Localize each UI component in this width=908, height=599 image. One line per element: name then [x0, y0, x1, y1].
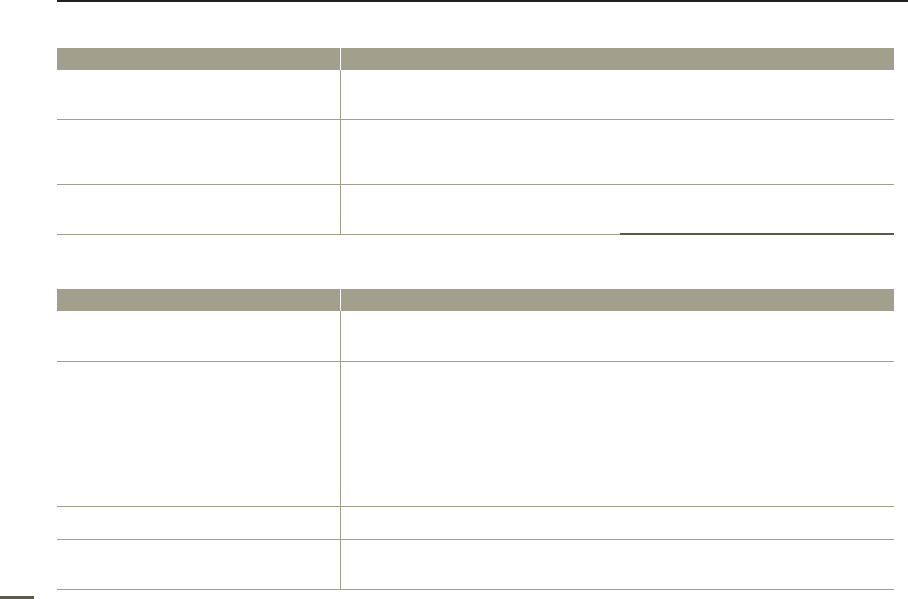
- column-divider: [340, 311, 341, 589]
- table-row: [57, 539, 894, 540]
- page-tab-marker: [0, 596, 34, 599]
- accent-rule: [620, 233, 894, 235]
- table-row: [57, 234, 894, 235]
- top-rule: [57, 0, 908, 2]
- table-row: [57, 184, 894, 185]
- table-header: [57, 48, 894, 70]
- table-row: [57, 361, 894, 362]
- table-header: [57, 289, 894, 311]
- table-2: [57, 289, 894, 590]
- table-row: [57, 506, 894, 507]
- column-divider: [340, 70, 341, 235]
- table-row: [57, 589, 894, 590]
- header-divider: [340, 48, 341, 70]
- table-1: [57, 48, 894, 235]
- header-divider: [340, 289, 341, 311]
- table-row: [57, 119, 894, 120]
